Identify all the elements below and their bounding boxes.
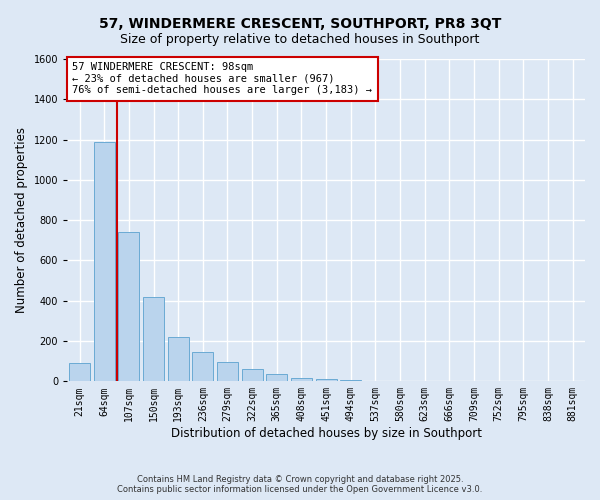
Text: 57, WINDERMERE CRESCENT, SOUTHPORT, PR8 3QT: 57, WINDERMERE CRESCENT, SOUTHPORT, PR8 … xyxy=(99,18,501,32)
Bar xyxy=(266,374,287,382)
Bar xyxy=(217,362,238,382)
Text: Contains HM Land Registry data © Crown copyright and database right 2025.
Contai: Contains HM Land Registry data © Crown c… xyxy=(118,474,482,494)
Bar xyxy=(94,142,115,382)
Bar xyxy=(365,380,386,382)
Text: Size of property relative to detached houses in Southport: Size of property relative to detached ho… xyxy=(121,32,479,46)
Bar xyxy=(316,380,337,382)
Bar xyxy=(69,363,90,382)
Bar xyxy=(118,232,139,382)
Bar xyxy=(242,369,263,382)
Bar xyxy=(340,380,361,382)
X-axis label: Distribution of detached houses by size in Southport: Distribution of detached houses by size … xyxy=(170,427,482,440)
Bar xyxy=(389,380,410,382)
Bar xyxy=(291,378,312,382)
Y-axis label: Number of detached properties: Number of detached properties xyxy=(15,127,28,313)
Bar xyxy=(143,296,164,382)
Bar xyxy=(167,337,188,382)
Bar xyxy=(193,352,213,382)
Text: 57 WINDERMERE CRESCENT: 98sqm
← 23% of detached houses are smaller (967)
76% of : 57 WINDERMERE CRESCENT: 98sqm ← 23% of d… xyxy=(73,62,373,96)
